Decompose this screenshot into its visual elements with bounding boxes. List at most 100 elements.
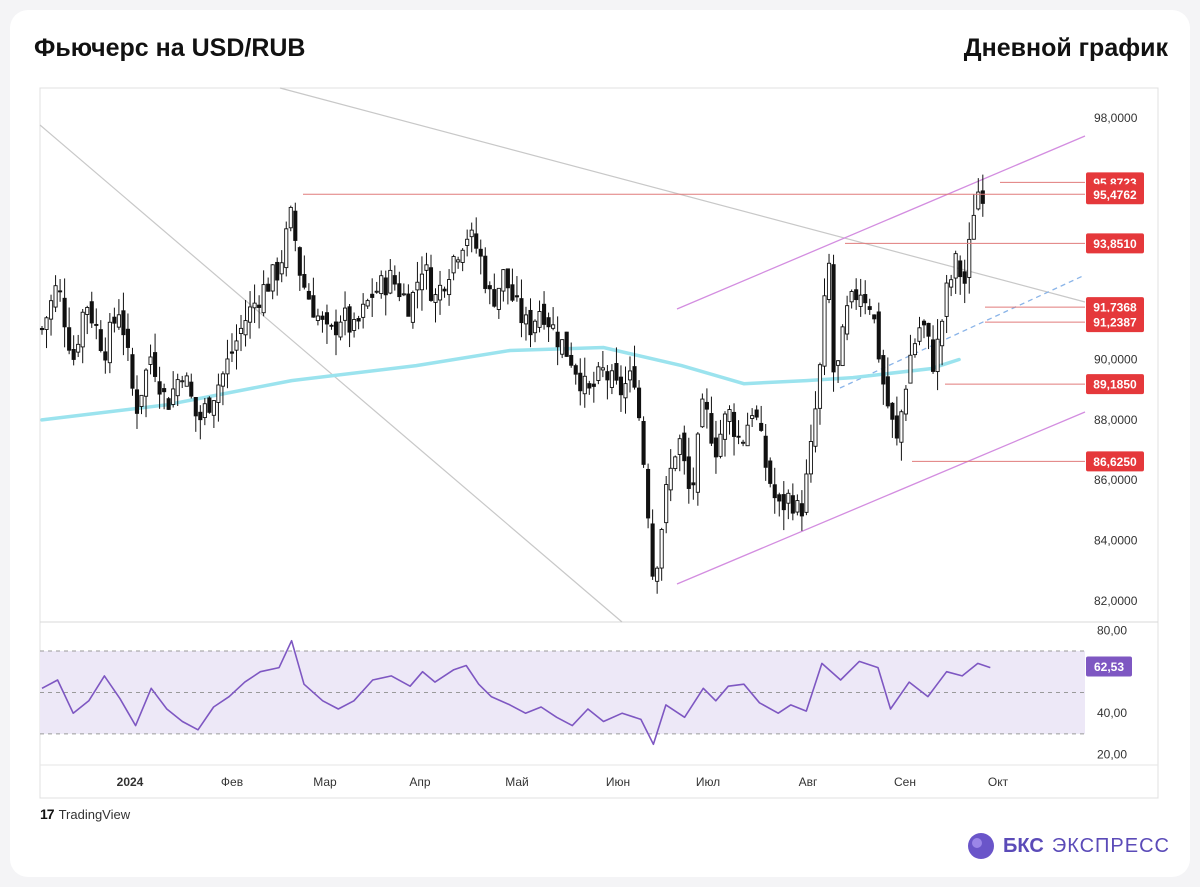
candle-body bbox=[650, 523, 655, 577]
candle-body bbox=[297, 247, 302, 276]
candle-body bbox=[908, 354, 913, 384]
candle-body bbox=[415, 281, 420, 291]
timeframe-label: Дневной график bbox=[963, 34, 1168, 62]
level-label-bg bbox=[1086, 374, 1144, 395]
candle-body bbox=[80, 311, 85, 348]
candle-body bbox=[153, 352, 158, 377]
candle-body bbox=[76, 343, 81, 353]
candle-body bbox=[107, 321, 112, 364]
candle-body bbox=[745, 424, 750, 447]
candle-body bbox=[53, 285, 58, 308]
candle-body bbox=[288, 206, 293, 229]
candle-body bbox=[343, 307, 348, 321]
candle-body bbox=[614, 363, 619, 381]
level-label: 91,7368 bbox=[1093, 301, 1137, 315]
candle-body bbox=[39, 327, 45, 331]
candle-body bbox=[962, 271, 967, 284]
candle-body bbox=[229, 351, 235, 354]
candle-body bbox=[858, 294, 863, 307]
candle-body bbox=[573, 365, 578, 375]
rsi-tick-label: 40,00 bbox=[1097, 706, 1127, 720]
x-tick-label: Фев bbox=[221, 775, 243, 789]
candle-body bbox=[352, 319, 357, 331]
candle-body bbox=[162, 388, 167, 393]
candle-body bbox=[646, 468, 651, 519]
candle-body bbox=[881, 355, 886, 385]
candle-body bbox=[365, 300, 370, 307]
candle-body bbox=[266, 283, 271, 292]
x-tick-label: Июн bbox=[606, 775, 630, 789]
level-label-bg bbox=[1086, 451, 1144, 472]
candle-body bbox=[193, 397, 198, 417]
candle-body bbox=[958, 260, 963, 278]
candle-body bbox=[564, 331, 569, 357]
level-label: 86,6250 bbox=[1093, 455, 1137, 469]
candle-body bbox=[383, 277, 388, 296]
price-tick-label: 98,0000 bbox=[1094, 111, 1138, 125]
candle-body bbox=[980, 190, 985, 204]
candle-body bbox=[293, 210, 298, 241]
candle-body bbox=[44, 317, 49, 330]
candle-body bbox=[501, 269, 506, 292]
candle-body bbox=[248, 306, 253, 323]
candle-body bbox=[542, 303, 547, 325]
candle-body bbox=[419, 273, 424, 291]
candle-body bbox=[637, 387, 642, 419]
candle-body bbox=[587, 383, 592, 389]
candle-body bbox=[184, 375, 189, 387]
bcs-logo-icon bbox=[968, 833, 995, 859]
candle-body bbox=[722, 413, 728, 440]
candle-body bbox=[921, 320, 927, 326]
candle-body bbox=[338, 321, 343, 338]
candle-body bbox=[899, 411, 904, 443]
level-label-bg bbox=[1086, 233, 1144, 254]
chart-frame bbox=[39, 87, 1159, 799]
candle-body bbox=[447, 279, 452, 296]
candle-body bbox=[442, 288, 447, 292]
chart-title: Фьючерс на USD/RUB bbox=[34, 34, 306, 62]
candle-body bbox=[849, 291, 854, 303]
trendline-upper bbox=[279, 87, 1086, 303]
candle-body bbox=[759, 422, 764, 431]
candle-body bbox=[854, 289, 859, 301]
candle-body bbox=[578, 372, 583, 392]
x-tick-label: Май bbox=[505, 775, 529, 789]
candle-body bbox=[451, 256, 456, 274]
candle-body bbox=[333, 321, 339, 336]
candle-body bbox=[143, 369, 149, 397]
candle-body bbox=[632, 366, 637, 388]
candle-body bbox=[736, 435, 741, 438]
candle-body bbox=[519, 298, 524, 324]
candle-body bbox=[456, 259, 461, 263]
candle-body bbox=[664, 484, 669, 524]
candle-body bbox=[605, 371, 610, 381]
candle-body bbox=[876, 311, 881, 360]
candle-body bbox=[67, 327, 72, 351]
candle-body bbox=[659, 529, 664, 569]
candle-body bbox=[514, 295, 519, 298]
candle-body bbox=[401, 293, 406, 296]
candle-body bbox=[695, 433, 700, 493]
candle-body bbox=[781, 494, 786, 511]
level-label: 91,2387 bbox=[1093, 316, 1137, 330]
price-tick-label: 82,0000 bbox=[1094, 594, 1138, 608]
candle-body bbox=[591, 383, 596, 387]
price-tick-label: 90,0000 bbox=[1094, 353, 1138, 367]
level-label: 95,4762 bbox=[1093, 188, 1137, 202]
candle-body bbox=[496, 287, 501, 310]
candle-body bbox=[284, 228, 289, 269]
candle-body bbox=[428, 267, 434, 301]
candle-body bbox=[202, 403, 207, 419]
candle-body bbox=[94, 323, 99, 326]
candle-body bbox=[926, 322, 931, 337]
candle-body bbox=[469, 229, 474, 238]
rsi-value-bg bbox=[1086, 656, 1132, 677]
candle-body bbox=[885, 376, 890, 407]
candle-body bbox=[374, 290, 379, 293]
candle-body bbox=[410, 292, 415, 323]
candle-body bbox=[786, 492, 791, 504]
candle-body bbox=[700, 398, 705, 428]
trendline-long bbox=[39, 124, 623, 623]
level-label-bg bbox=[1086, 297, 1144, 318]
